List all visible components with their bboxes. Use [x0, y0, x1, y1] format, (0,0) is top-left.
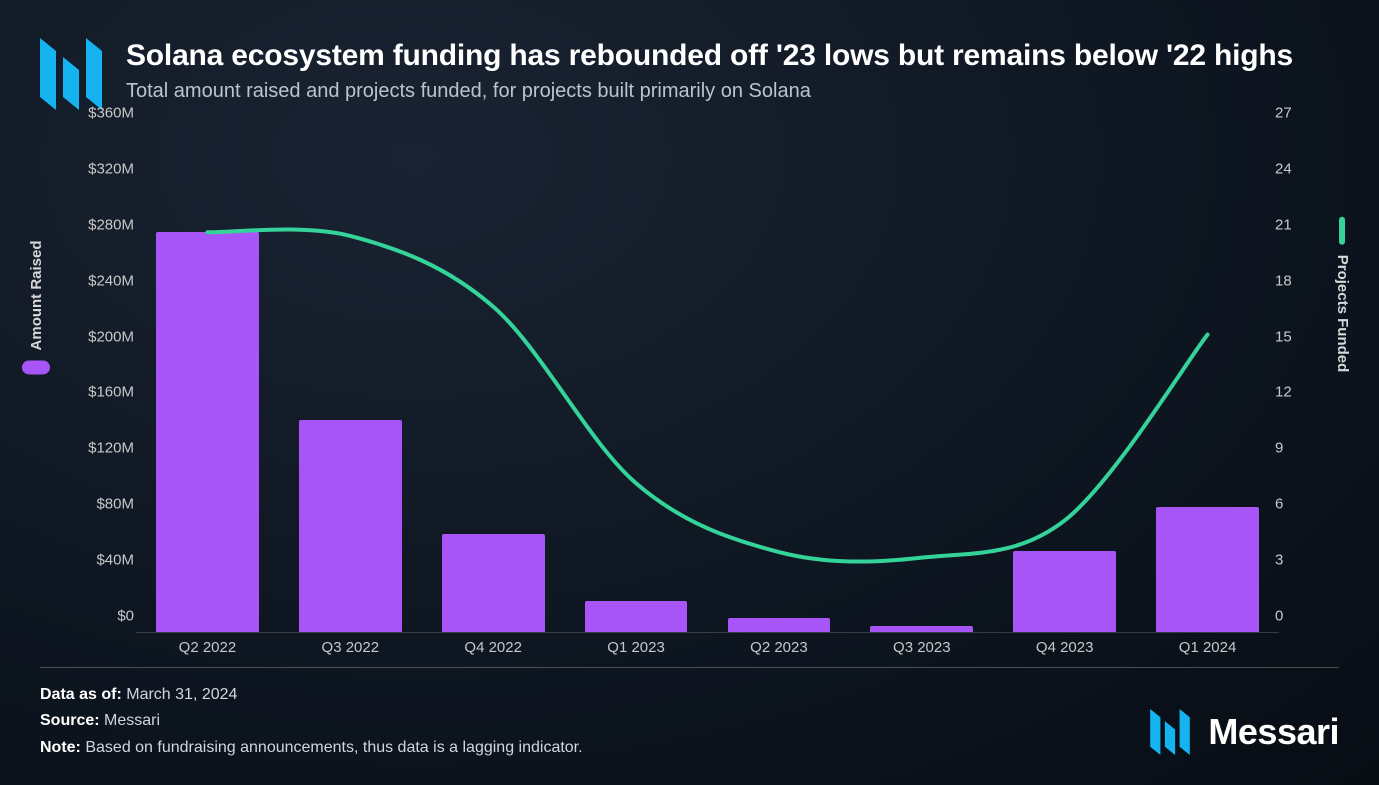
chart-title: Solana ecosystem funding has rebounded o…: [126, 38, 1339, 74]
x-tick: Q3 2023: [893, 639, 951, 656]
meta-source: Source: Messari: [40, 708, 1339, 734]
x-tick: Q3 2022: [322, 639, 380, 656]
y-left-tick: $280M: [64, 216, 134, 233]
x-tick: Q4 2023: [1036, 639, 1094, 656]
x-tick: Q2 2023: [750, 639, 808, 656]
brand-name: Messari: [1208, 711, 1339, 753]
y-right-tick: 21: [1275, 216, 1345, 233]
x-tick: Q1 2023: [607, 639, 665, 656]
bar-legend-swatch: [22, 360, 50, 374]
brand-footer: Messari: [1146, 709, 1339, 755]
x-tick: Q4 2022: [464, 639, 522, 656]
y-right-tick: 9: [1275, 440, 1345, 457]
y-right-tick: 15: [1275, 328, 1345, 345]
chart-subtitle: Total amount raised and projects funded,…: [126, 80, 1339, 103]
meta-data-as-of: Data as of: March 31, 2024: [40, 682, 1339, 708]
header: Solana ecosystem funding has rebounded o…: [0, 0, 1379, 110]
y-left-tick: $360M: [64, 105, 134, 122]
y-left-axis-title: Amount Raised: [22, 240, 50, 374]
y-right-tick: 3: [1275, 552, 1345, 569]
messari-logo-icon: [40, 38, 102, 110]
x-axis-ticks: Q2 2022 Q3 2022 Q4 2022 Q1 2023 Q2 2023 Q3 20…: [136, 639, 1279, 665]
y-left-tick: $320M: [64, 160, 134, 177]
y-left-tick: $160M: [64, 384, 134, 401]
plot-region: [136, 130, 1279, 633]
y-left-tick: $240M: [64, 272, 134, 289]
messari-logo-icon: [1146, 709, 1194, 755]
meta-note: Note: Based on fundraising announcements…: [40, 735, 1339, 761]
y-left-tick: $120M: [64, 440, 134, 457]
y-left-axis-label: Amount Raised: [28, 240, 45, 350]
y-left-tick: $200M: [64, 328, 134, 345]
footer: Data as of: March 31, 2024 Source: Messa…: [40, 667, 1339, 761]
y-left-tick: $80M: [64, 496, 134, 513]
y-left-tick: $0: [64, 608, 134, 625]
y-right-ticks: 0369121518212427: [1275, 130, 1345, 633]
footer-divider: [40, 667, 1339, 668]
y-left-ticks: $0 $40M $80M $120M $160M $200M $240M $280M $320M…: [64, 130, 134, 633]
y-right-tick: 0: [1275, 608, 1345, 625]
chart-area: Amount Raised Projects Funded $0$40M$80M…: [40, 130, 1339, 665]
y-right-tick: 24: [1275, 160, 1345, 177]
y-right-tick: 27: [1275, 105, 1345, 122]
line-path: [136, 130, 1279, 632]
y-right-tick: 12: [1275, 384, 1345, 401]
x-tick: Q1 2024: [1179, 639, 1237, 656]
x-tick: Q2 2022: [179, 639, 237, 656]
y-right-tick: 6: [1275, 496, 1345, 513]
y-left-tick: $40M: [64, 552, 134, 569]
y-right-tick: 18: [1275, 272, 1345, 289]
